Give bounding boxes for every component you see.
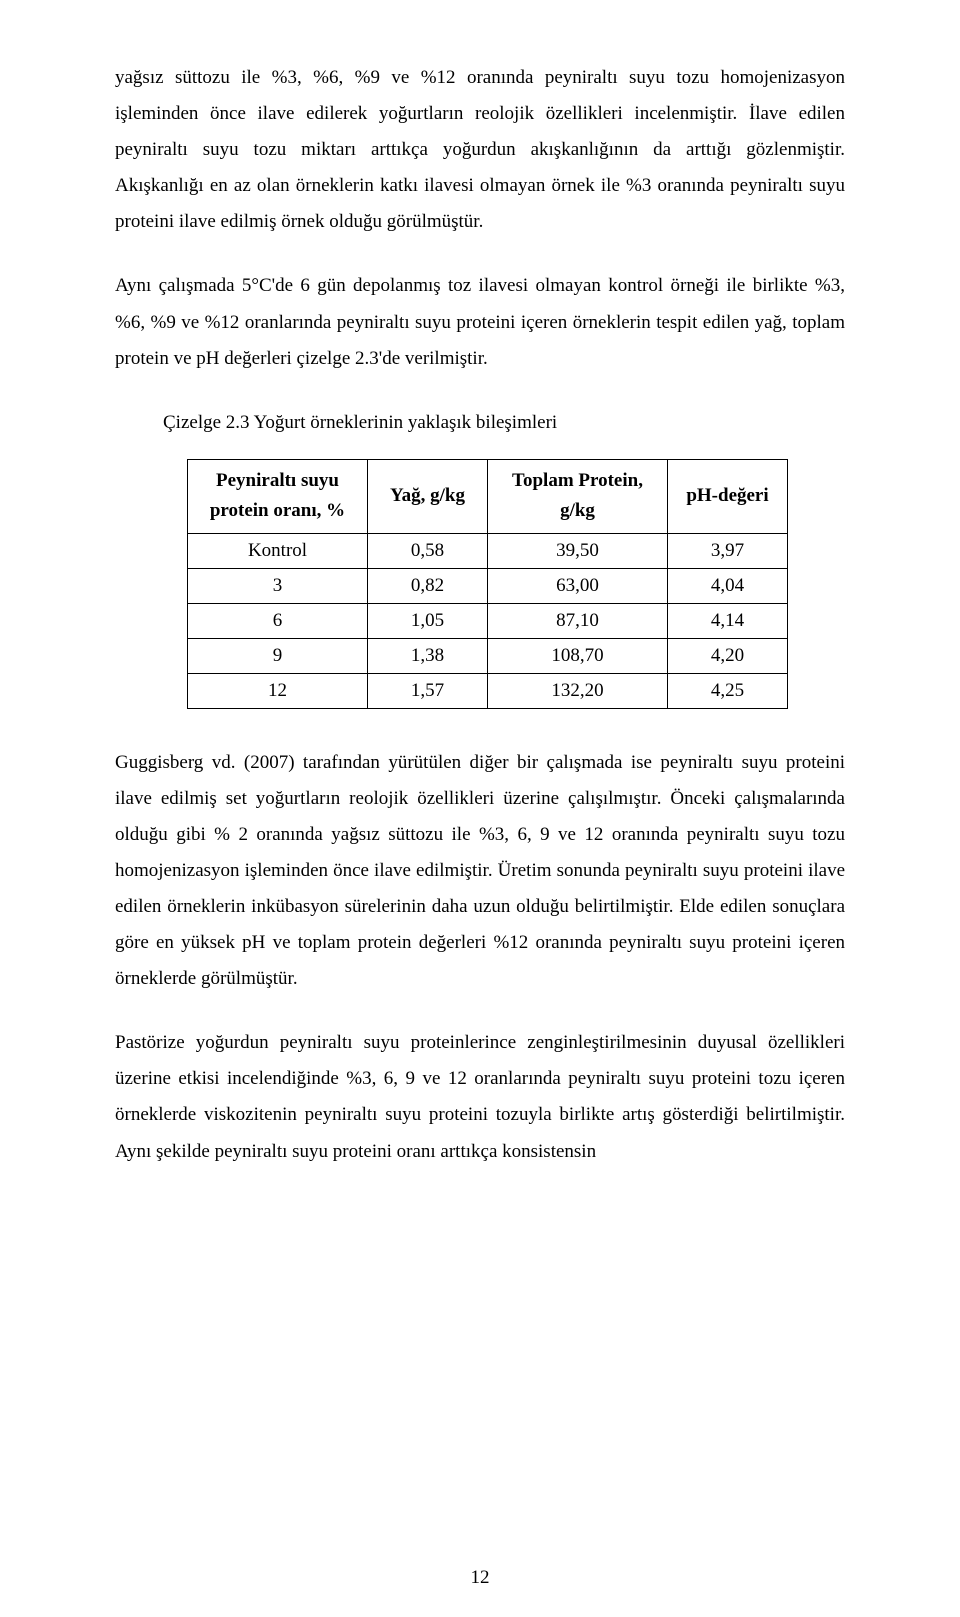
cell: 1,57 [368,673,488,708]
cell: 4,14 [668,603,788,638]
cell: 87,10 [488,603,668,638]
cell: 132,20 [488,673,668,708]
table-row: 12 1,57 132,20 4,25 [188,673,788,708]
paragraph-1: yağsız süttozu ile %3, %6, %9 ve %12 ora… [115,60,845,240]
th-total-protein: Toplam Protein, g/kg [488,459,668,533]
table-row: 6 1,05 87,10 4,14 [188,603,788,638]
table-header-row: Peyniraltı suyu protein oranı, % Yağ, g/… [188,459,788,533]
cell: 0,82 [368,568,488,603]
th-protein-ratio-line2: protein oranı, % [210,500,345,521]
cell: 9 [188,638,368,673]
cell: 4,04 [668,568,788,603]
cell: 0,58 [368,533,488,568]
th-protein-ratio-line1: Peyniraltı suyu [216,470,339,491]
table-row: 3 0,82 63,00 4,04 [188,568,788,603]
cell: 1,05 [368,603,488,638]
page: yağsız süttozu ile %3, %6, %9 ve %12 ora… [0,0,960,1617]
paragraph-3: Guggisberg vd. (2007) tarafından yürütül… [115,745,845,998]
page-number: 12 [0,1567,960,1589]
table-caption: Çizelge 2.3 Yoğurt örneklerinin yaklaşık… [163,405,845,441]
cell: 3 [188,568,368,603]
cell: 4,20 [668,638,788,673]
cell: 4,25 [668,673,788,708]
cell: 12 [188,673,368,708]
cell: 108,70 [488,638,668,673]
table-row: 9 1,38 108,70 4,20 [188,638,788,673]
th-total-protein-line2: g/kg [560,500,595,521]
cell: 6 [188,603,368,638]
cell: 39,50 [488,533,668,568]
cell: 1,38 [368,638,488,673]
th-total-protein-line1: Toplam Protein, [512,470,643,491]
th-ph: pH-değeri [668,459,788,533]
th-protein-ratio: Peyniraltı suyu protein oranı, % [188,459,368,533]
paragraph-2: Aynı çalışmada 5°C'de 6 gün depolanmış t… [115,268,845,376]
table-row: Kontrol 0,58 39,50 3,97 [188,533,788,568]
cell: 3,97 [668,533,788,568]
cell: 63,00 [488,568,668,603]
cell: Kontrol [188,533,368,568]
paragraph-4: Pastörize yoğurdun peyniraltı suyu prote… [115,1025,845,1169]
th-fat: Yağ, g/kg [368,459,488,533]
composition-table: Peyniraltı suyu protein oranı, % Yağ, g/… [187,459,788,709]
